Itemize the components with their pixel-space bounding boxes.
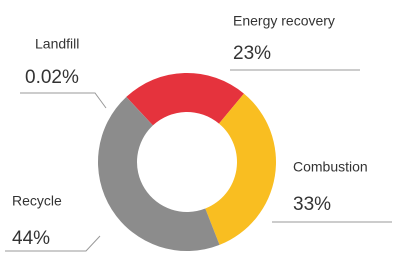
value-label: 44% [12, 228, 50, 249]
category-label: Energy recovery [233, 13, 335, 29]
donut [98, 73, 276, 251]
category-label: Landfill [35, 36, 79, 52]
category-label: Combustion [293, 159, 368, 175]
leader-line [20, 93, 106, 108]
chart: Energy recovery 23% Combustion 33% Recyc… [0, 0, 397, 270]
value-label: 23% [233, 43, 271, 64]
value-label: 0.02% [25, 67, 79, 88]
category-label: Recycle [12, 193, 62, 209]
value-label: 33% [293, 194, 331, 215]
